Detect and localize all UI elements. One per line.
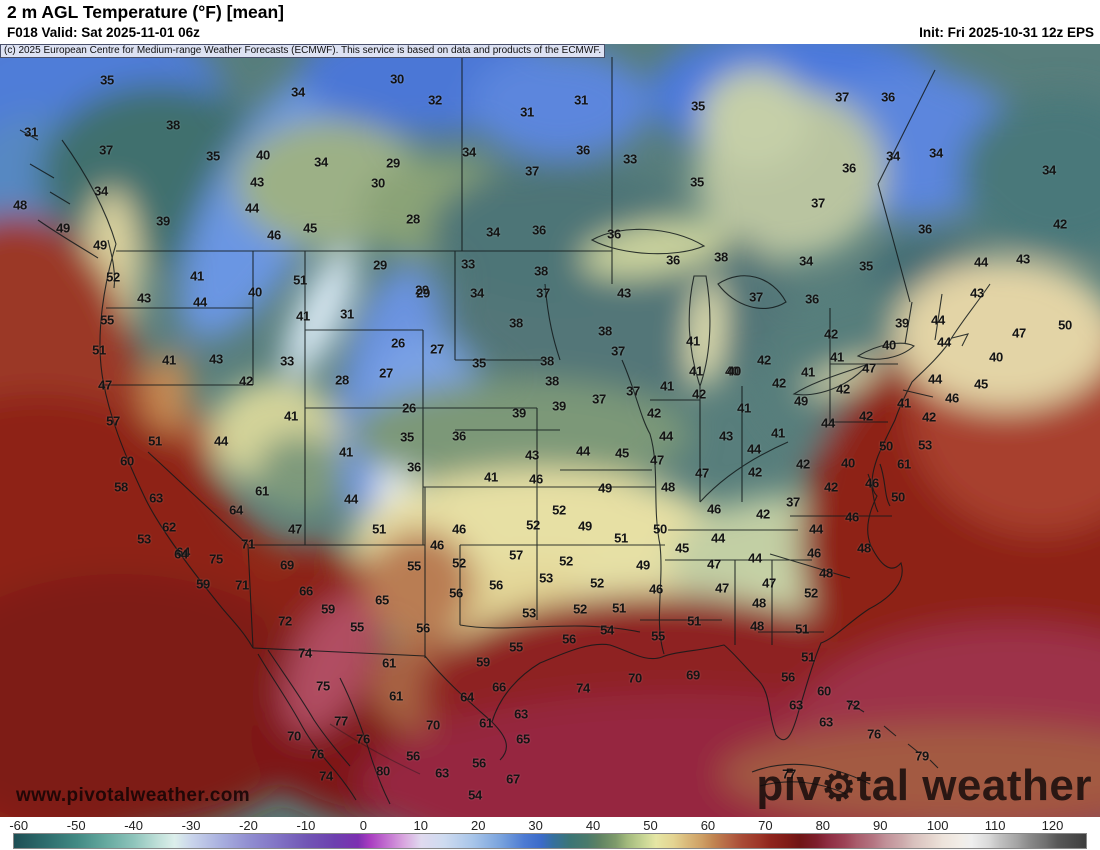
logo-text-part1: piv xyxy=(756,761,822,810)
colorbar-tick-label: -20 xyxy=(239,818,258,833)
pivotal-weather-logo: piv⚙tal weather xyxy=(756,764,1092,808)
map-canvas xyxy=(0,44,1100,817)
colorbar-tick-label: 120 xyxy=(1041,818,1064,833)
colorbar-tick-label: -60 xyxy=(9,818,29,833)
colorbar-tick-label: -10 xyxy=(296,818,316,833)
colorbar-gradient xyxy=(13,833,1087,849)
valid-time-label: F018 Valid: Sat 2025-11-01 06z xyxy=(7,25,200,40)
colorbar-tick-label: -50 xyxy=(66,818,86,833)
colorbar-tick-label: 80 xyxy=(815,818,831,833)
state-borders xyxy=(19,57,991,805)
colorbar-tick-label: 60 xyxy=(700,818,716,833)
page-title: 2 m AGL Temperature (°F) [mean] xyxy=(7,2,285,22)
colorbar-tick-label: 0 xyxy=(359,818,367,833)
temperature-blobs xyxy=(0,44,1100,817)
colorbar-tick-label: 30 xyxy=(528,818,543,833)
copyright-notice: (c) 2025 European Centre for Medium-rang… xyxy=(0,44,606,58)
colorbar-tick-label: 90 xyxy=(873,818,888,833)
temperature-field xyxy=(0,44,1100,817)
colorbar-tick-label: 20 xyxy=(470,818,486,833)
gear-icon: ⚙ xyxy=(821,766,857,809)
colorbar-tick-label: 70 xyxy=(758,818,773,833)
colorbar-tick-label: 40 xyxy=(585,818,601,833)
colorbar-tick-label: 50 xyxy=(643,818,658,833)
watermark-url: www.pivotalweather.com xyxy=(16,785,251,806)
colorbar-tick-label: 110 xyxy=(984,818,1006,833)
colorbar-tick-label: 100 xyxy=(926,818,949,833)
colorbar-area: -60 -50 -40 -30 -20 -10 0 10 20 30 40 50 60 70 80 90 100… xyxy=(0,817,1100,850)
init-time-label: Init: Fri 2025-10-31 12z EPS xyxy=(919,25,1094,40)
colorbar-tick-label: 10 xyxy=(413,818,428,833)
logo-text-part2: tal weather xyxy=(856,761,1092,810)
colorbar-tick-label: -40 xyxy=(124,818,144,833)
colorbar-tick-label: -30 xyxy=(181,818,201,833)
